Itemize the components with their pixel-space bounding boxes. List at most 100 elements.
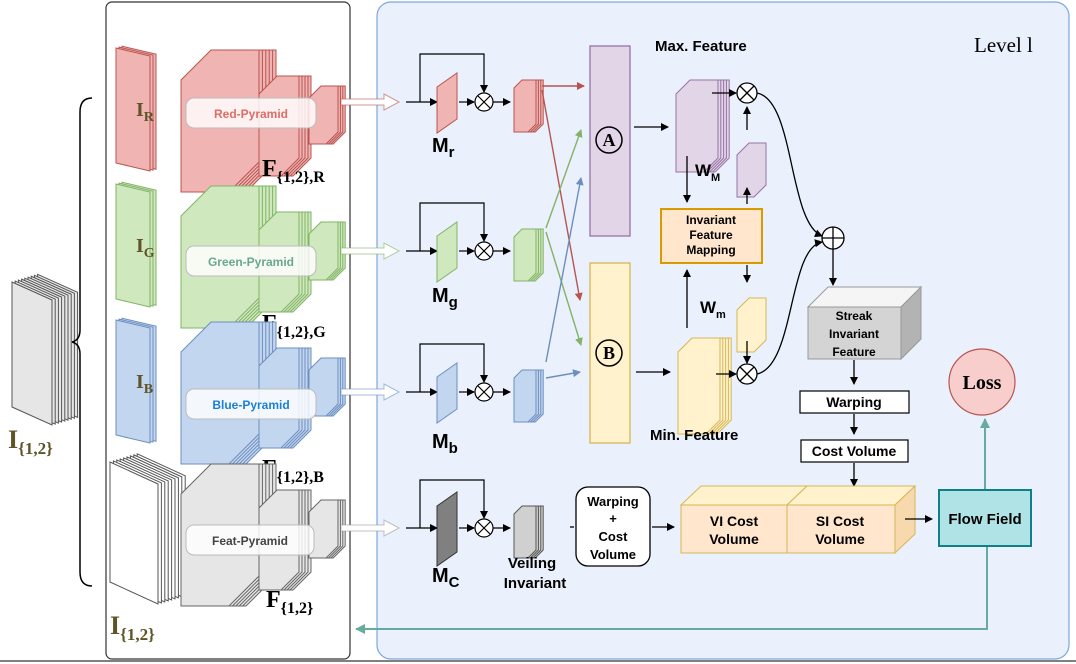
flow-field-label: Flow Field	[948, 511, 1021, 528]
warp-cost-line2: +	[609, 511, 617, 526]
row-gray: Feat-Pyramid F{1,2} MC	[109, 453, 544, 617]
plus-icon	[821, 226, 845, 250]
input-label: I{1,2}	[8, 425, 53, 458]
mask-label-gray: MC	[432, 565, 460, 591]
pill-blue	[185, 388, 317, 420]
warp-cost-line1: Warping	[587, 494, 639, 509]
image-blue	[115, 317, 157, 444]
pyr-small-red	[308, 85, 346, 145]
mask-green	[436, 221, 458, 283]
mask-module-gray	[406, 479, 544, 567]
veiling-line2: Invariant	[504, 575, 567, 592]
mask-label-green: Mg	[432, 285, 458, 311]
wm-lower-sheet	[736, 297, 767, 353]
streak-line3: Feature	[832, 345, 876, 359]
pill-gray	[185, 524, 315, 556]
image-red	[115, 45, 157, 172]
pyr-small-gray	[308, 499, 346, 559]
mask-gray	[436, 491, 458, 567]
warping-label: Warping	[826, 394, 881, 410]
masked-feature-blue	[513, 369, 544, 423]
cross-connections	[541, 82, 585, 379]
max-sheets	[675, 79, 730, 173]
pyr-small-green	[308, 221, 346, 281]
wm-upper-sheet	[736, 142, 767, 198]
hollow-arrow-blue	[340, 383, 401, 401]
wm-upper-label: WM	[695, 161, 720, 184]
mask-red	[436, 72, 458, 134]
image-gray	[109, 453, 186, 605]
warp-cost-line4: Volume	[590, 547, 636, 562]
pyr-small-blue	[308, 357, 346, 417]
multiply-icon-green	[474, 241, 494, 261]
streak-line2: Invariant	[829, 327, 879, 341]
level-label: Level l	[974, 33, 1033, 57]
veiling-line1: Veiling	[508, 555, 556, 572]
max-feature-label: Max. Feature	[655, 38, 747, 55]
mask-blue	[436, 362, 458, 424]
multiply-icon-blue	[474, 382, 494, 402]
mask-label-red: Mr	[432, 135, 455, 161]
loss-circle	[948, 348, 1016, 416]
flow-field-box	[938, 489, 1032, 547]
pill-label-gray: Feat-Pyramid	[212, 534, 288, 548]
node-b	[595, 339, 623, 367]
input-sheets	[11, 273, 79, 426]
mask-module-red	[406, 53, 544, 134]
image-label-blue: IB	[136, 371, 153, 397]
multiply-min-icon	[736, 363, 758, 385]
cost-volume-box	[800, 439, 909, 463]
vi-cost-line2: Volume	[709, 531, 759, 547]
min-feature-label: Min. Feature	[650, 427, 738, 444]
wm-lower-stack	[736, 297, 767, 353]
pill-label-red: Red-Pyramid	[214, 107, 288, 121]
pill-label-blue: Blue-Pyramid	[212, 398, 289, 412]
mask-label-blue: Mb	[432, 431, 458, 457]
mask-module-green	[406, 202, 544, 283]
pill-red	[185, 97, 317, 129]
multiply-icon-gray	[474, 518, 494, 538]
invariant-mapping-line2: Feature	[689, 228, 733, 242]
warp-cost-box	[575, 486, 651, 567]
wm-lower-label: Wm	[700, 298, 726, 321]
image-green	[115, 181, 157, 308]
node-b-label: B	[603, 343, 615, 363]
node-a-label: A	[603, 130, 616, 150]
feature-label-gray: F{1,2}	[266, 587, 313, 617]
streak-line1: Streak	[836, 309, 873, 323]
invariant-mapping-box	[660, 208, 763, 264]
feature-label-red: F{1,2},R	[262, 156, 325, 186]
hollow-arrow-gray	[340, 519, 401, 537]
masked-feature-green	[513, 228, 544, 282]
si-cost-line2: Volume	[815, 531, 865, 547]
loss-label: Loss	[963, 372, 1002, 394]
input-brace	[71, 97, 93, 587]
pyramid-rows: IR Red-Pyramid F{1,2},R Mr IG Green-Pyramid F{…	[109, 45, 544, 617]
image-label-red: IR	[136, 99, 155, 125]
cost-volume-label: Cost Volume	[812, 443, 897, 459]
row-red: IR Red-Pyramid F{1,2},R Mr	[115, 45, 544, 193]
hollow-arrow-green	[340, 242, 401, 260]
vi-cost-line1: VI Cost	[710, 513, 759, 529]
max-feature-stack	[675, 79, 730, 173]
node-a	[595, 126, 623, 154]
invariant-mapping-line3: Mapping	[686, 243, 735, 257]
min-sheets	[677, 337, 732, 435]
masked-feature-gray	[513, 505, 544, 559]
warp-cost-line3: Cost	[599, 529, 629, 544]
bottom-input-label: I{1,2}	[110, 611, 155, 644]
hollow-arrow-red	[340, 93, 401, 111]
masked-feature-red	[513, 79, 544, 133]
multiply-icon-red	[474, 92, 494, 112]
invariant-mapping-line1: Invariant	[686, 213, 736, 227]
pill-label-green: Green-Pyramid	[208, 255, 294, 269]
wm-upper-stack	[736, 142, 767, 198]
warping-box	[799, 390, 910, 414]
mask-module-blue	[406, 343, 544, 424]
image-label-green: IG	[136, 235, 155, 261]
si-cost-line1: SI Cost	[816, 513, 865, 529]
min-feature-stack	[677, 337, 732, 435]
